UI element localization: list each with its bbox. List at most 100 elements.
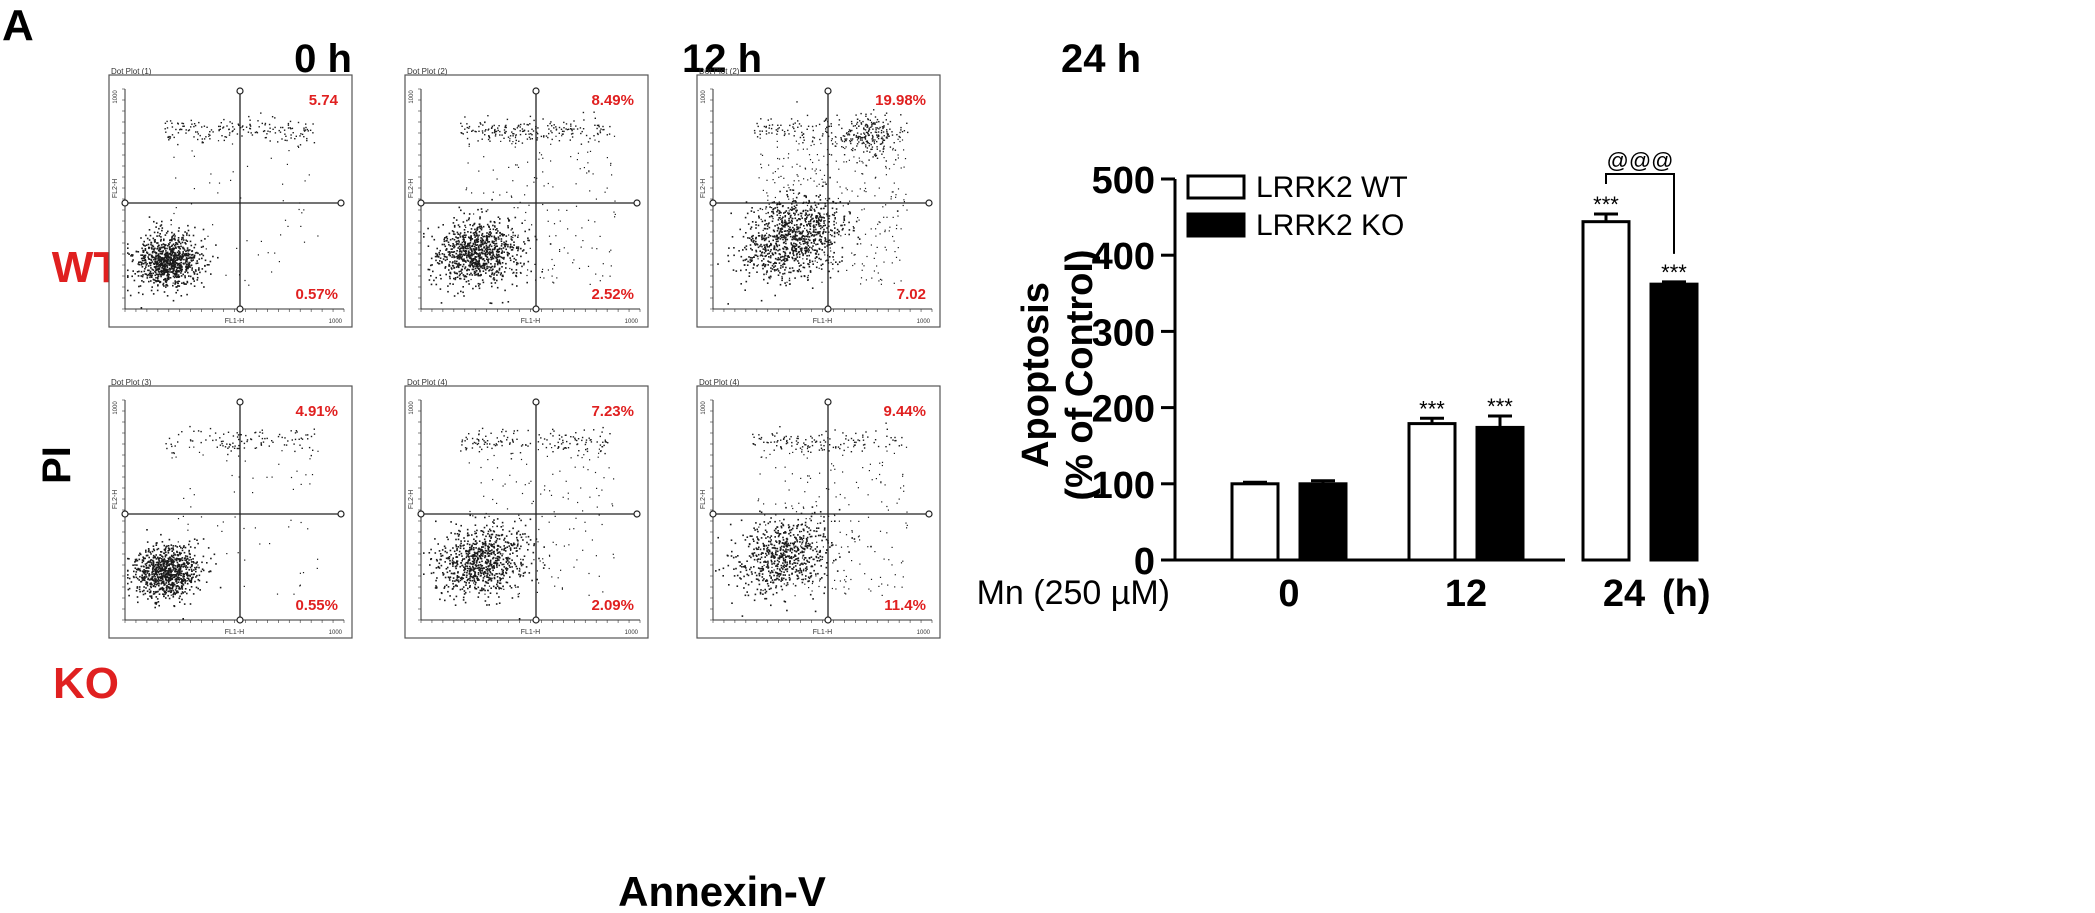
- dot: [152, 237, 155, 240]
- dot: [156, 574, 158, 576]
- dot: [539, 276, 541, 279]
- dot: [160, 274, 162, 276]
- dot: [587, 162, 589, 164]
- dot: [181, 549, 184, 552]
- dot: [780, 218, 782, 221]
- dot: [448, 265, 451, 267]
- dot: [806, 223, 808, 226]
- dot: [868, 134, 870, 136]
- dot: [162, 283, 164, 286]
- dot: [531, 134, 533, 136]
- dot: [139, 285, 142, 287]
- dot: [786, 248, 789, 250]
- dot: [144, 573, 147, 576]
- dot: [755, 254, 758, 257]
- dot: [455, 252, 458, 255]
- dot: [181, 238, 183, 241]
- dot: [264, 122, 267, 125]
- dot: [127, 247, 129, 249]
- dot: [188, 543, 190, 546]
- dot: [823, 242, 826, 245]
- dot: [482, 270, 485, 272]
- dot: [764, 239, 766, 241]
- dot: [455, 244, 458, 246]
- dot: [464, 275, 467, 277]
- dot: [173, 591, 175, 594]
- dot: [170, 271, 173, 273]
- dot: [536, 177, 538, 179]
- dot: [808, 154, 811, 156]
- dot: [178, 247, 180, 249]
- dot: [821, 185, 823, 187]
- dot: [157, 259, 160, 261]
- dot: [852, 125, 855, 127]
- dot: [524, 230, 526, 233]
- dot: [787, 225, 790, 228]
- dot: [825, 118, 827, 121]
- dot: [512, 236, 514, 239]
- quadrant-handle: [337, 510, 345, 518]
- dot: [802, 136, 805, 139]
- dot: [483, 265, 485, 267]
- dot: [157, 601, 160, 603]
- dot: [841, 260, 843, 262]
- dot: [528, 228, 531, 231]
- dot: [814, 260, 816, 262]
- dot: [839, 186, 841, 188]
- dot: [793, 230, 796, 232]
- dot: [816, 231, 818, 234]
- dot: [160, 260, 163, 262]
- dot: [516, 285, 518, 287]
- dot: [168, 267, 171, 270]
- dot: [796, 228, 799, 230]
- dot: [142, 571, 145, 574]
- dot: [876, 146, 878, 148]
- dot: [755, 240, 757, 243]
- dot: [768, 164, 770, 166]
- dot: [565, 123, 568, 125]
- dot: [513, 257, 516, 260]
- dot: [148, 272, 151, 275]
- dot: [149, 595, 151, 597]
- dot: [864, 187, 867, 190]
- dot: [850, 142, 852, 145]
- dot: [189, 553, 191, 556]
- dot: [896, 224, 898, 226]
- dot: [814, 234, 816, 236]
- dot: [510, 238, 513, 240]
- dot: [806, 224, 808, 227]
- dot: [828, 239, 831, 241]
- dot: [467, 231, 469, 233]
- dot: [578, 267, 581, 269]
- dot: [799, 270, 802, 273]
- dot: [251, 134, 254, 136]
- dot: [486, 232, 488, 234]
- dot: [485, 262, 488, 265]
- dot: [479, 270, 481, 273]
- dot: [777, 128, 779, 130]
- dot: [306, 128, 309, 131]
- dot: [178, 586, 181, 588]
- dot: [185, 265, 188, 268]
- dot: [852, 264, 854, 267]
- dot: [766, 179, 768, 181]
- dot: [140, 264, 143, 266]
- dot: [828, 221, 830, 223]
- dot: [887, 123, 889, 125]
- dot: [246, 165, 249, 167]
- dot: [268, 123, 271, 126]
- dot: [886, 129, 888, 131]
- dot: [856, 132, 859, 134]
- dot: [826, 126, 828, 128]
- dot: [468, 145, 470, 147]
- dot: [192, 257, 194, 259]
- dot: [848, 211, 850, 213]
- dot: [772, 208, 775, 210]
- dot: [553, 282, 555, 284]
- dot: [209, 260, 212, 263]
- dot: [809, 222, 812, 225]
- dot: [164, 255, 167, 257]
- dot: [148, 229, 151, 231]
- dot: [167, 259, 169, 262]
- dot: [794, 236, 797, 238]
